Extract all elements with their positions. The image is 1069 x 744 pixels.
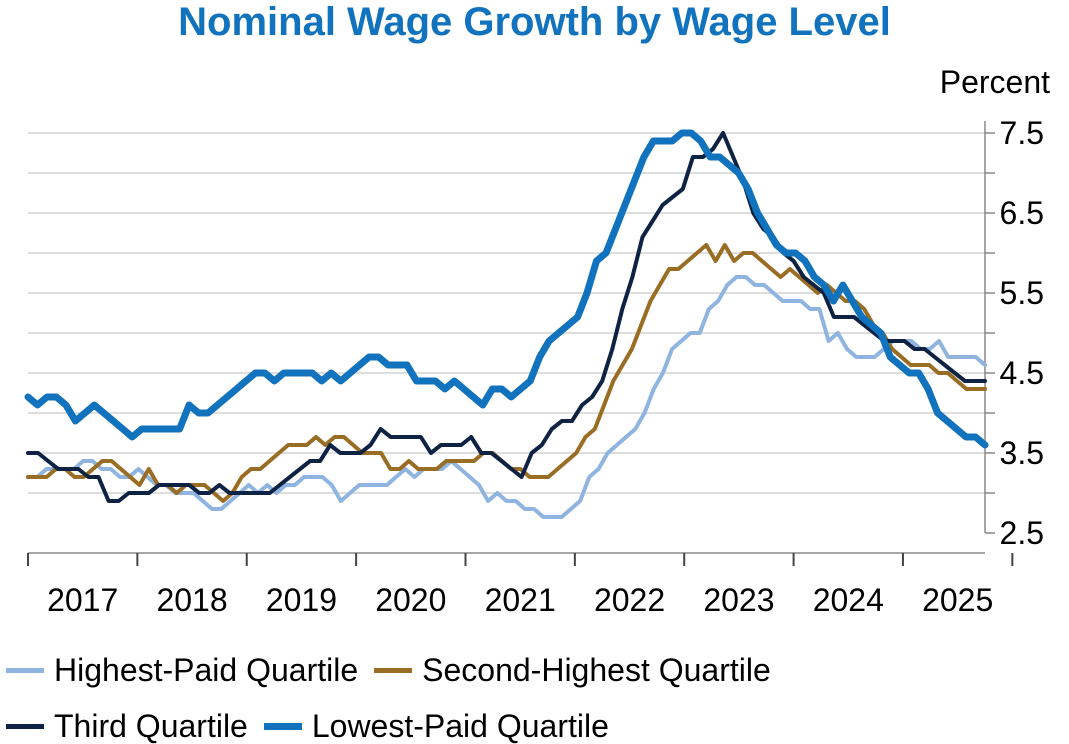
y-tick-label: 5.5 bbox=[1000, 275, 1044, 311]
legend-item-lowest-paid: Lowest-Paid Quartile bbox=[263, 698, 609, 744]
y-tick-label: 7.5 bbox=[1000, 115, 1044, 151]
x-tick-label: 2019 bbox=[266, 582, 337, 618]
legend-item-highest-paid: Highest-Paid Quartile bbox=[6, 642, 358, 698]
series-lines bbox=[24, 129, 989, 519]
x-tick-label: 2018 bbox=[156, 582, 227, 618]
legend-item-third-quartile: Third Quartile bbox=[6, 698, 248, 744]
y-tick-label: 6.5 bbox=[1000, 195, 1044, 231]
x-tick-label: 2023 bbox=[703, 582, 774, 618]
legend-swatch-second-highest bbox=[374, 667, 413, 673]
x-tick-label: 2021 bbox=[485, 582, 556, 618]
legend-swatch-third-quartile bbox=[6, 723, 44, 729]
legend-label-third-quartile: Third Quartile bbox=[54, 708, 248, 744]
series-line-third-quartile bbox=[26, 131, 987, 503]
legend-item-second-highest: Second-Highest Quartile bbox=[374, 642, 771, 698]
legend-label-lowest-paid: Lowest-Paid Quartile bbox=[311, 708, 609, 744]
y-tick-label: 2.5 bbox=[1000, 515, 1044, 551]
y-axis-label: Percent bbox=[940, 64, 1050, 100]
y-tick-label: 4.5 bbox=[1000, 355, 1044, 391]
x-tick-label: 2017 bbox=[47, 582, 118, 618]
x-tick-label: 2025 bbox=[922, 582, 993, 618]
legend-row-2: Third Quartile Lowest-Paid Quartile bbox=[6, 698, 1066, 744]
axes bbox=[27, 121, 1014, 566]
legend: Highest-Paid Quartile Second-Highest Qua… bbox=[6, 642, 1066, 744]
legend-swatch-lowest-paid bbox=[263, 722, 302, 730]
legend-label-highest-paid: Highest-Paid Quartile bbox=[54, 652, 359, 688]
tick-labels: 7.5 6.5 5.5 4.5 3.5 2.5 2017 2018 2019 2020 2021 20… bbox=[47, 115, 1044, 618]
legend-swatch-highest-paid bbox=[6, 667, 44, 673]
y-tick-label: 3.5 bbox=[1000, 435, 1044, 471]
legend-label-second-highest: Second-Highest Quartile bbox=[422, 652, 771, 688]
chart-title: Nominal Wage Growth by Wage Level bbox=[178, 0, 891, 44]
legend-row-1: Highest-Paid Quartile Second-Highest Qua… bbox=[6, 642, 1066, 698]
x-tick-label: 2020 bbox=[375, 582, 446, 618]
series-line-highest-paid-quartile bbox=[26, 275, 987, 519]
x-tick-label: 2024 bbox=[813, 582, 884, 618]
gridlines bbox=[28, 132, 985, 494]
series-line-lowest-paid-quartile bbox=[24, 129, 989, 449]
line-chart: 7.5 6.5 5.5 4.5 3.5 2.5 2017 2018 2019 2020 2021 20… bbox=[24, 64, 1050, 618]
x-tick-label: 2022 bbox=[594, 582, 665, 618]
